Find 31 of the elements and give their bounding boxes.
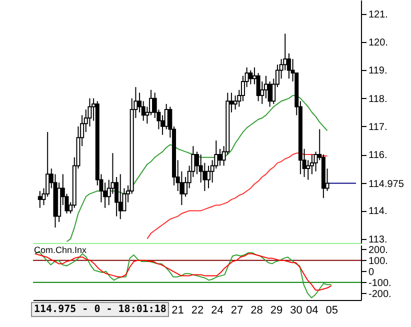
text: 114.975 - 0 - 18:01:18 <box>31 302 169 317</box>
y-tick-label: -200. <box>368 288 392 300</box>
y-tick-label: 114. <box>368 206 388 218</box>
x-tick-label: 27 <box>230 304 244 316</box>
y-tick-label: 0 <box>368 266 374 278</box>
line-series <box>34 253 332 291</box>
candlestick <box>38 190 42 208</box>
candlestick <box>218 148 222 166</box>
y-tick-label: 121. <box>368 10 388 21</box>
x-tick-label: 28 <box>250 304 263 316</box>
y-tick-label: 113. <box>368 234 388 246</box>
x-tick-label: 05 <box>326 304 338 316</box>
y-tick-label: 114.975 <box>368 178 404 190</box>
y-tick-label: 118. <box>368 94 388 105</box>
y-tick-label: 119. <box>368 66 388 77</box>
y-tick-label: 116. <box>368 150 388 162</box>
line-series <box>66 95 328 242</box>
annotation: Com.Chn.Inx <box>34 245 88 255</box>
x-tick-label: 30 <box>290 304 302 316</box>
x-tick-label: 21 <box>172 304 184 316</box>
x-tick-label: 24 <box>211 304 224 316</box>
y-tick-label: -100. <box>368 278 392 289</box>
x-tick-label: 22 <box>191 304 204 316</box>
y-tick-label: 120. <box>368 38 388 49</box>
x-tick-label: 29 <box>270 304 283 316</box>
candlestick <box>248 70 253 85</box>
x-tick-label: 04 <box>306 304 318 316</box>
y-tick-label: 117. <box>368 122 388 133</box>
y-tick-label: 100. <box>368 256 388 267</box>
y-tick-label: 200. <box>368 244 388 256</box>
line-series <box>146 152 328 240</box>
